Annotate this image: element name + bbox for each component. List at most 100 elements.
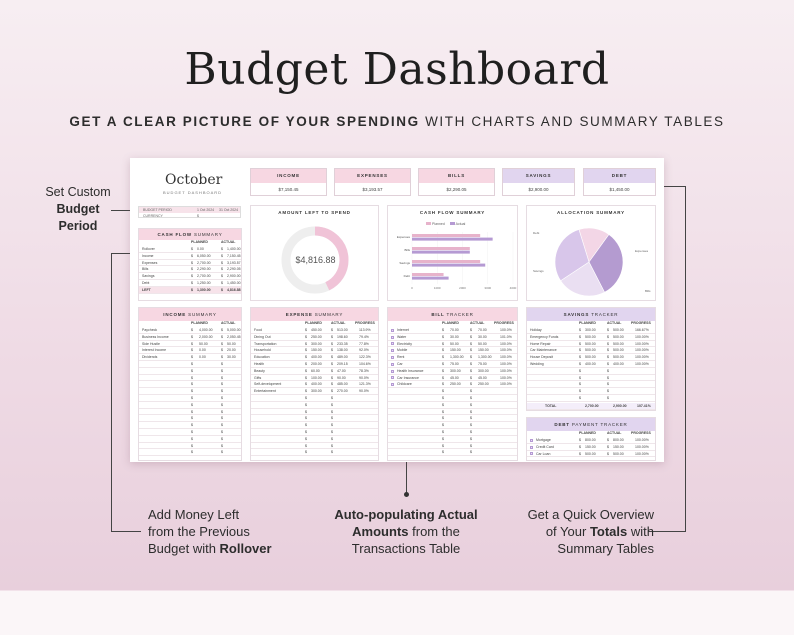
table-row[interactable]: Health $200.00 $209.15 104.6% (251, 361, 378, 368)
row-p: 100.00 (311, 375, 322, 380)
bar-planned (412, 260, 481, 263)
table-row[interactable]: Entertainment $300.00 $270.00 90.0% (251, 388, 378, 395)
checkbox-icon[interactable] (391, 335, 394, 339)
checkbox-icon[interactable] (530, 452, 533, 456)
empty-row[interactable]: $ $ (388, 436, 517, 443)
table-row[interactable]: Savings $2,700.00 $2,900.00 (139, 273, 241, 280)
table-row[interactable]: Car Insurance $45.00 $45.00 100.0% (388, 375, 517, 382)
empty-row[interactable]: $ $ (527, 395, 655, 402)
table-row[interactable]: Interest Income $0.00 $20.00 (139, 347, 241, 355)
empty-row[interactable]: $ $ (388, 402, 517, 409)
table-row[interactable]: Childcare $250.00 $250.00 100.0% (388, 381, 517, 389)
table-row[interactable]: Wedding $400.00 $400.00 100.00% (527, 361, 655, 368)
empty-row[interactable]: $ $ (251, 436, 378, 443)
empty-row[interactable]: $ $ (139, 429, 241, 436)
checkbox-icon[interactable] (530, 438, 533, 442)
table-row[interactable]: Car Loan $500.00 $500.00 100.00% (527, 451, 655, 458)
connector-rollover-v (111, 253, 112, 531)
table-row[interactable]: Health Insurance $300.00 $300.00 100.0% (388, 368, 517, 375)
empty-row[interactable]: $ $ (388, 395, 517, 402)
empty-row[interactable]: $ $ (388, 415, 517, 423)
table-row[interactable]: House Deposit $500.00 $500.00 100.00% (527, 354, 655, 361)
empty-row[interactable]: $ $ (139, 388, 241, 395)
table-row[interactable]: Bills $2,290.00 $2,290.05 (139, 266, 241, 274)
checkbox-icon[interactable] (391, 362, 394, 366)
table-row[interactable]: Gifts $100.00 $90.00 90.0% (251, 375, 378, 382)
table-row[interactable]: Self-development $400.00 $485.00 121.3% (251, 381, 378, 389)
table-row[interactable]: Internet $70.00 $70.00 100.0% (388, 327, 517, 334)
table-row[interactable]: Dividends $0.00 $30.00 (139, 354, 241, 361)
empty-row[interactable]: $ $ (139, 422, 241, 429)
table-row[interactable]: Emergency Funds $500.00 $500.00 100.00% (527, 334, 655, 341)
table-row[interactable]: Income $6,050.00 $7,150.45 (139, 253, 241, 260)
currency-row[interactable]: CURRENCY $ (139, 213, 240, 219)
table-row[interactable]: Holiday $300.00 $500.00 166.67% (527, 327, 655, 334)
empty-row[interactable]: $ $ (388, 409, 517, 416)
table-row[interactable]: Beauty $60.00 $47.00 78.3% (251, 368, 378, 375)
table-row[interactable]: Food $450.00 $513.00 113.9% (251, 327, 378, 334)
empty-row[interactable]: $ $ (251, 429, 378, 436)
empty-row[interactable]: $ $ (388, 429, 517, 436)
checkbox-icon[interactable] (391, 349, 394, 353)
row-name: Car Loan (536, 451, 551, 456)
table-row[interactable]: Mobile $150.00 $150.00 100.0% (388, 347, 517, 355)
checkbox-icon[interactable] (391, 355, 394, 359)
empty-row[interactable]: $ $ (251, 395, 378, 402)
checkbox-icon[interactable] (391, 342, 394, 346)
table-row[interactable]: Mortgage $800.00 $800.00 100.00% (527, 437, 655, 444)
empty-row[interactable]: $ $ (251, 443, 378, 450)
empty-row[interactable]: $ $ (388, 443, 517, 450)
table-row[interactable]: Paycheck $4,000.00 $5,000.00 (139, 327, 241, 334)
empty-row[interactable]: $ $ (527, 381, 655, 389)
checkbox-icon[interactable] (391, 376, 394, 380)
table-row[interactable]: Car $75.00 $75.00 100.0% (388, 361, 517, 368)
empty-row[interactable]: $ $ (139, 381, 241, 389)
empty-row[interactable]: $ $ (388, 449, 517, 457)
empty-row[interactable]: $ $ (251, 422, 378, 429)
empty-row[interactable]: $ $ (251, 415, 378, 423)
table-row[interactable]: Debt $1,250.00 $1,450.00 (139, 280, 241, 287)
empty-row[interactable]: $ $ (527, 388, 655, 395)
empty-row[interactable]: $ $ (139, 395, 241, 402)
empty-row[interactable]: $ $ (139, 375, 241, 382)
checkbox-icon[interactable] (391, 328, 394, 332)
table-row[interactable]: Car Maintenance $500.00 $500.00 100.00% (527, 347, 655, 355)
empty-row[interactable]: $ $ (139, 409, 241, 416)
table-row[interactable]: Business Income $2,000.00 $2,050.45 (139, 334, 241, 341)
table-row[interactable]: Expenses $2,700.00 $3,193.57 (139, 260, 241, 267)
checkbox-icon[interactable] (391, 369, 394, 373)
empty-row[interactable]: $ $ (139, 415, 241, 423)
row-p: 6,050.00 (197, 253, 211, 258)
empty-row[interactable]: $ $ (527, 368, 655, 375)
empty-row[interactable]: $ $ (251, 449, 378, 457)
table-row[interactable]: Education $400.00 $489.00 122.3% (251, 354, 378, 361)
empty-row[interactable]: $ $ (251, 402, 378, 409)
table-row[interactable]: Electricity $50.00 $50.00 100.0% (388, 341, 517, 348)
empty-row[interactable]: $ $ (139, 443, 241, 450)
table-row[interactable]: LEFT $1,300.00 $4,816.88 (139, 286, 241, 294)
empty-row[interactable]: $ $ (527, 375, 655, 382)
empty-row[interactable]: $ $ (388, 388, 517, 395)
callout-rollover-bold: Rollover (219, 541, 272, 556)
row-a: 2,900.00 (227, 274, 241, 279)
checkbox-icon[interactable] (391, 383, 394, 387)
empty-row[interactable]: $ $ (139, 402, 241, 409)
table-row[interactable]: Water $30.00 $30.00 101.0% (388, 334, 517, 341)
table-row[interactable]: Dining Out $250.00 $198.60 79.4% (251, 334, 378, 341)
table-row[interactable]: Side Hustle $50.00 $50.00 (139, 341, 241, 348)
table-row[interactable]: Household $150.00 $138.00 92.0% (251, 347, 378, 355)
empty-row[interactable]: $ $ (139, 449, 241, 457)
table-row[interactable]: Rent $1,300.00 $1,300.00 100.0% (388, 354, 517, 361)
table-row[interactable]: Home Repair $500.00 $500.00 100.00% (527, 341, 655, 348)
empty-row[interactable]: $ $ (139, 368, 241, 375)
empty-row[interactable]: $ $ (139, 361, 241, 368)
empty-row[interactable]: $ $ (139, 436, 241, 443)
budget-period-row[interactable]: BUDGET PERIOD 1 Oct 2024 31 Oct 2024 (139, 207, 240, 213)
table-row[interactable]: Credit Card $150.00 $150.00 100.00% (527, 444, 655, 451)
empty-row[interactable]: $ $ (251, 409, 378, 416)
currency-symbol: $ (305, 328, 307, 332)
table-row[interactable]: Rollover $0.00 $1,400.00 (139, 246, 241, 253)
checkbox-icon[interactable] (530, 445, 533, 449)
table-row[interactable]: Transportation $300.00 $233.35 77.8% (251, 341, 378, 348)
empty-row[interactable]: $ $ (388, 422, 517, 429)
